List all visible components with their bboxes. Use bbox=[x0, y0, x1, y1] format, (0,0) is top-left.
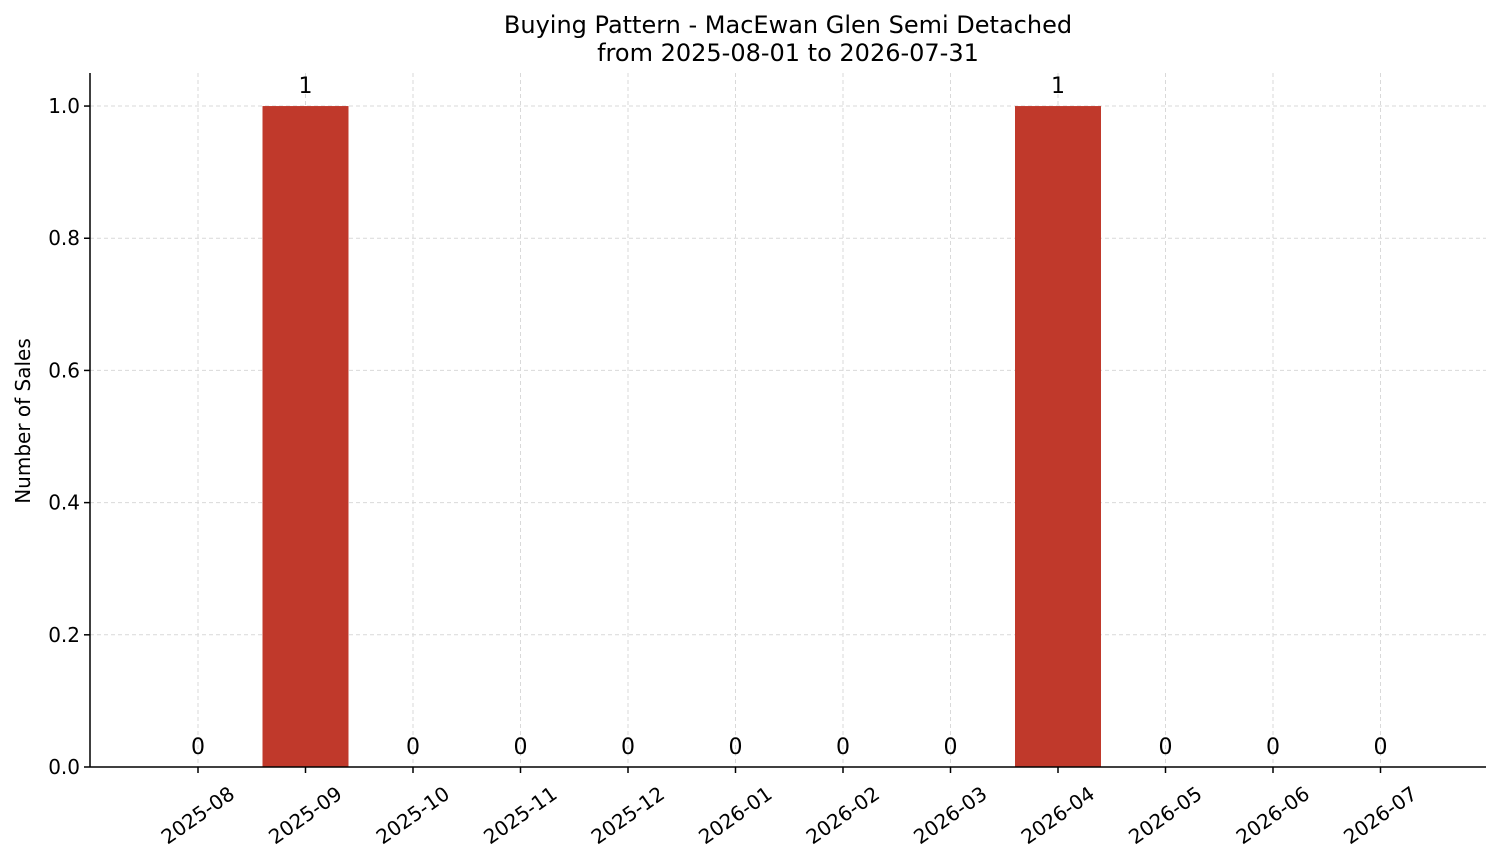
data-label-2026-01: 0 bbox=[729, 735, 743, 760]
axis-layer bbox=[89, 73, 1486, 768]
data-label-2025-09: 1 bbox=[299, 74, 313, 99]
y-tick-label: 0.0 bbox=[48, 755, 80, 779]
bar-2026-04 bbox=[1015, 106, 1101, 768]
x-tick-label: 2025-11 bbox=[479, 781, 561, 849]
data-label-2025-11: 0 bbox=[514, 735, 528, 760]
y-tick-label: 1.0 bbox=[48, 94, 80, 118]
data-label-2026-07: 0 bbox=[1374, 735, 1388, 760]
y-tick-label: 0.8 bbox=[48, 226, 80, 250]
chart-title-line1: Buying Pattern - MacEwan Glen Semi Detac… bbox=[504, 11, 1072, 39]
x-tick-label: 2025-08 bbox=[157, 781, 239, 849]
x-tick-label: 2026-06 bbox=[1232, 781, 1314, 849]
x-tick-layer: 2025-08 2025-09 2025-10 2025-11 2025-12 2026-… bbox=[157, 767, 1421, 849]
y-tick-label: 0.6 bbox=[48, 358, 80, 382]
y-axis-label: Number of Sales bbox=[11, 338, 35, 504]
chart-title-line2: from 2025-08-01 to 2026-07-31 bbox=[597, 39, 979, 67]
bar-2025-09 bbox=[262, 106, 349, 768]
x-tick-label: 2026-02 bbox=[802, 781, 884, 849]
x-tick-label: 2026-01 bbox=[694, 781, 776, 849]
data-label-2026-02: 0 bbox=[836, 735, 850, 760]
data-label-2026-03: 0 bbox=[944, 735, 958, 760]
x-tick-label: 2026-03 bbox=[909, 781, 991, 849]
y-tick-label: 0.4 bbox=[48, 491, 80, 515]
bar-layer bbox=[262, 106, 1101, 768]
y-tick-label: 0.2 bbox=[48, 623, 80, 647]
x-tick-label: 2025-12 bbox=[587, 781, 669, 849]
data-label-2026-05: 0 bbox=[1159, 735, 1173, 760]
y-tick-layer: 0.0 0.2 0.4 0.6 0.8 1.0 bbox=[48, 94, 90, 779]
x-tick-label: 2026-07 bbox=[1339, 781, 1421, 849]
data-label-2026-04: 1 bbox=[1051, 74, 1065, 99]
data-label-2025-08: 0 bbox=[191, 735, 205, 760]
data-label-layer: 0 1 0 0 0 0 0 0 1 0 0 0 bbox=[191, 74, 1388, 760]
data-label-2025-10: 0 bbox=[406, 735, 420, 760]
data-label-2025-12: 0 bbox=[621, 735, 635, 760]
x-tick-label: 2026-05 bbox=[1124, 781, 1206, 849]
x-tick-label: 2025-09 bbox=[264, 781, 346, 849]
data-label-2026-06: 0 bbox=[1266, 735, 1280, 760]
x-tick-label: 2026-04 bbox=[1017, 781, 1099, 849]
x-tick-label: 2025-10 bbox=[372, 781, 454, 849]
